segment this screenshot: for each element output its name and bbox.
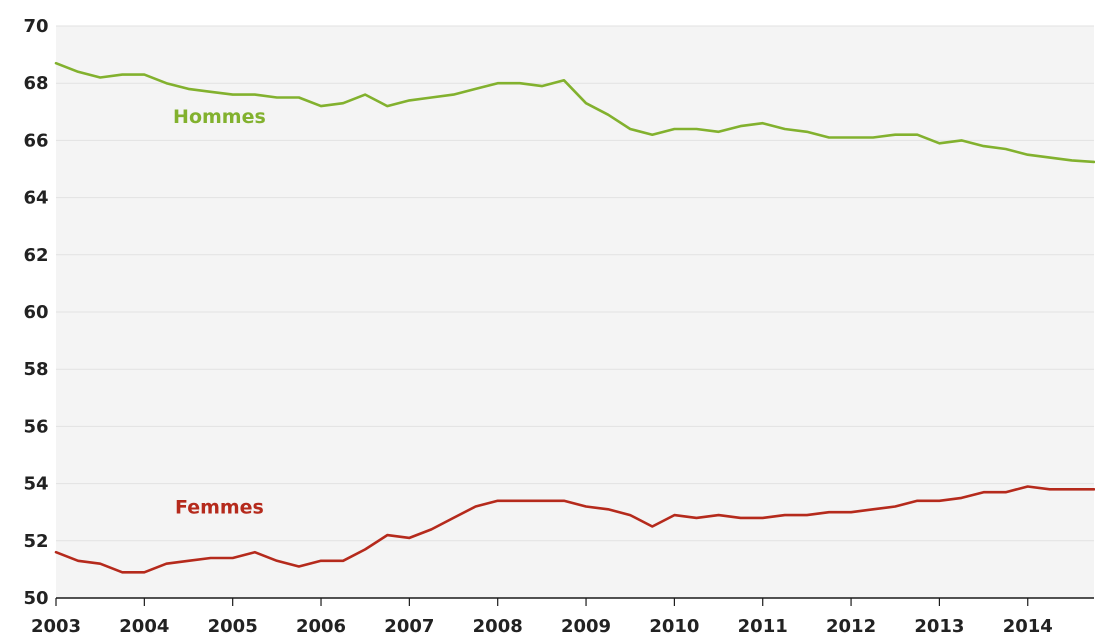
series-line-femmes (54, 485, 1095, 574)
x-tick-label: 2014 (1003, 616, 1053, 637)
series-label-hommes: Hommes (173, 106, 266, 128)
x-tick-label: 2010 (649, 616, 699, 637)
y-tick-label: 66 (23, 130, 48, 151)
y-tick-label: 54 (23, 474, 48, 495)
series-label-femmes: Femmes (175, 497, 264, 519)
x-tick-label: 2005 (208, 616, 258, 637)
x-tick-label: 2007 (384, 616, 434, 637)
x-tick-label: 2013 (914, 616, 964, 637)
axes: 50 52 54 56 58 60 62 64 66 68 70 2003 2004 2005 2006 20… (23, 16, 1094, 637)
y-tick-label: 52 (23, 531, 48, 552)
y-tick-label: 60 (23, 302, 48, 323)
x-tick-label: 2008 (473, 616, 523, 637)
y-tick-label: 64 (23, 188, 48, 209)
y-tick-label: 50 (23, 588, 48, 609)
y-tick-label: 56 (23, 416, 48, 437)
gridlines (56, 25, 1094, 542)
x-tick-label: 2004 (119, 616, 169, 637)
y-tick-label: 58 (23, 359, 48, 380)
x-tick-label: 2003 (31, 616, 81, 637)
x-tick-label: 2011 (738, 616, 788, 637)
y-tick-label: 62 (23, 245, 48, 266)
x-tick-label: 2009 (561, 616, 611, 637)
x-tick-label: 2006 (296, 616, 346, 637)
series-line-hommes (54, 61, 1095, 164)
x-tick-label: 2012 (826, 616, 876, 637)
series-labels: Hommes Femmes (173, 106, 266, 518)
series-lines (54, 61, 1095, 574)
y-tick-label: 70 (23, 16, 48, 37)
y-tick-label: 68 (23, 73, 48, 94)
